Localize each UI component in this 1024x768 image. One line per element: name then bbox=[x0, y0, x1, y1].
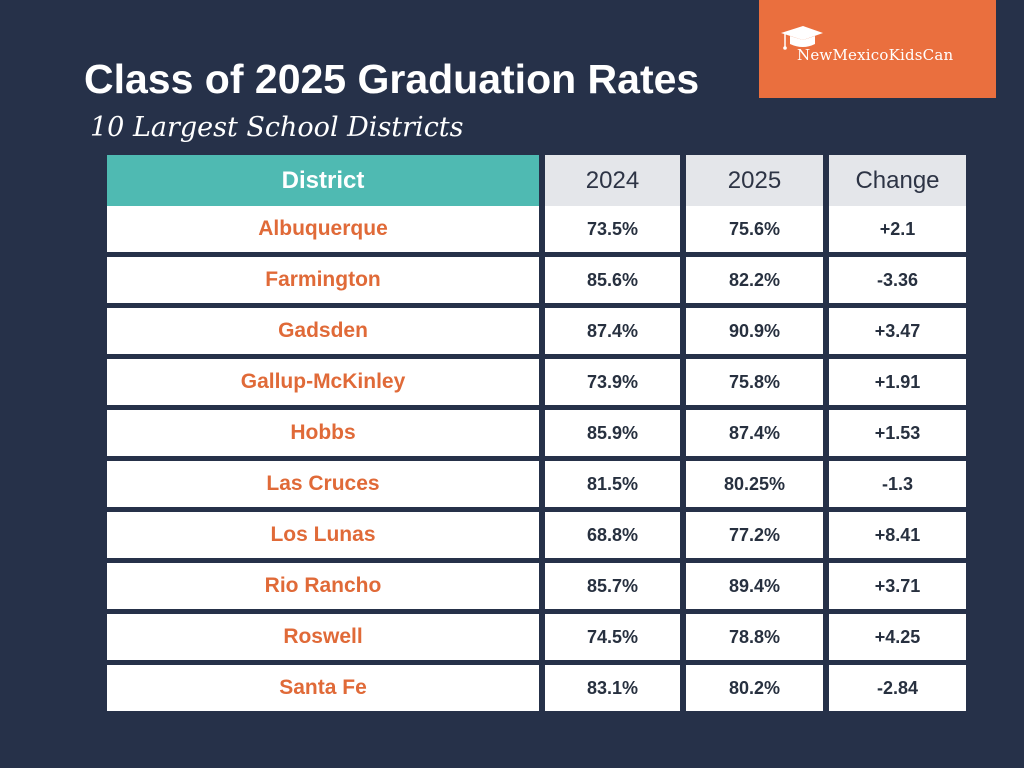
column-header-district: District bbox=[107, 155, 539, 206]
graduation-cap-icon bbox=[781, 26, 823, 50]
district-name: Hobbs bbox=[107, 410, 539, 456]
rate-2024: 87.4% bbox=[545, 308, 680, 354]
rate-2024: 68.8% bbox=[545, 512, 680, 558]
rate-2024: 74.5% bbox=[545, 614, 680, 660]
rate-change: +3.47 bbox=[829, 308, 966, 354]
rate-2024: 73.9% bbox=[545, 359, 680, 405]
district-name: Gadsden bbox=[107, 308, 539, 354]
rate-2025: 80.25% bbox=[686, 461, 823, 507]
rate-change: -1.3 bbox=[829, 461, 966, 507]
page-title: Class of 2025 Graduation Rates bbox=[84, 56, 700, 102]
rate-2025: 82.2% bbox=[686, 257, 823, 303]
rate-2025: 75.8% bbox=[686, 359, 823, 405]
rate-change: +4.25 bbox=[829, 614, 966, 660]
rate-2025: 80.2% bbox=[686, 665, 823, 711]
graduation-rates-table: District 2024 2025 Change Albuquerque 73… bbox=[107, 155, 966, 711]
rate-2025: 78.8% bbox=[686, 614, 823, 660]
district-name: Los Lunas bbox=[107, 512, 539, 558]
rate-change: -2.84 bbox=[829, 665, 966, 711]
rate-2024: 85.7% bbox=[545, 563, 680, 609]
rate-2024: 85.9% bbox=[545, 410, 680, 456]
district-name: Rio Rancho bbox=[107, 563, 539, 609]
column-header-change: Change bbox=[829, 155, 966, 206]
district-name: Santa Fe bbox=[107, 665, 539, 711]
rate-2024: 85.6% bbox=[545, 257, 680, 303]
district-name: Las Cruces bbox=[107, 461, 539, 507]
rate-change: +1.53 bbox=[829, 410, 966, 456]
rate-2024: 83.1% bbox=[545, 665, 680, 711]
rate-change: +1.91 bbox=[829, 359, 966, 405]
page-subtitle: 10 Largest School Districts bbox=[90, 112, 464, 143]
rate-change: -3.36 bbox=[829, 257, 966, 303]
district-name: Farmington bbox=[107, 257, 539, 303]
district-name: Albuquerque bbox=[107, 206, 539, 252]
rate-change: +3.71 bbox=[829, 563, 966, 609]
rate-2024: 73.5% bbox=[545, 206, 680, 252]
brand-logo-text: NewMexicoKidsCan bbox=[797, 46, 954, 64]
rate-2025: 75.6% bbox=[686, 206, 823, 252]
column-header-2025: 2025 bbox=[686, 155, 823, 206]
brand-logo: NewMexicoKidsCan bbox=[759, 0, 996, 98]
column-header-2024: 2024 bbox=[545, 155, 680, 206]
district-name: Gallup-McKinley bbox=[107, 359, 539, 405]
rate-change: +2.1 bbox=[829, 206, 966, 252]
rate-2025: 90.9% bbox=[686, 308, 823, 354]
rate-2024: 81.5% bbox=[545, 461, 680, 507]
district-name: Roswell bbox=[107, 614, 539, 660]
rate-2025: 89.4% bbox=[686, 563, 823, 609]
rate-2025: 77.2% bbox=[686, 512, 823, 558]
rate-change: +8.41 bbox=[829, 512, 966, 558]
rate-2025: 87.4% bbox=[686, 410, 823, 456]
